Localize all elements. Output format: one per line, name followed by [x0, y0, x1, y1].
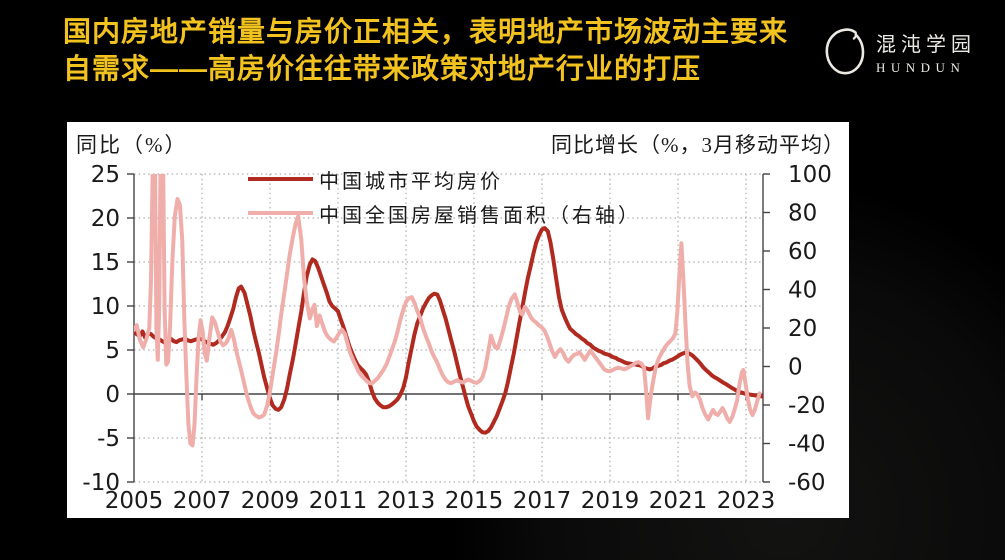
svg-text:5: 5: [105, 338, 120, 364]
svg-text:2019: 2019: [581, 488, 640, 514]
svg-text:20: 20: [788, 316, 817, 342]
legend-label-sales-area: 中国全国房屋销售面积（右轴）: [319, 204, 641, 227]
svg-text:2011: 2011: [309, 488, 368, 514]
slide-title-line2: 自需求——高房价往往带来政策对地产行业的打压: [63, 53, 702, 84]
svg-text:2009: 2009: [241, 488, 300, 514]
svg-text:25: 25: [91, 162, 120, 188]
chart-panel: 同比（%） 同比增长（%，3月移动平均） 25 20 15 10 5 0 -5 -10 100 8…: [67, 122, 849, 518]
svg-text:60: 60: [788, 239, 817, 265]
legend-swatch-house-price: [248, 177, 313, 181]
svg-text:-20: -20: [788, 393, 826, 419]
svg-text:2015: 2015: [445, 488, 504, 514]
right-axis-title: 同比增长（%，3月移动平均）: [551, 133, 845, 157]
svg-text:-5: -5: [97, 426, 120, 452]
line-chart: 2520151050-5-10100806040200-20-40-602005…: [82, 162, 832, 514]
svg-text:2017: 2017: [513, 488, 572, 514]
svg-text:40: 40: [788, 278, 817, 304]
svg-text:15: 15: [91, 250, 120, 276]
svg-text:0: 0: [788, 355, 803, 381]
legend-item-sales-area: 中国全国房屋销售面积（右轴）: [248, 196, 641, 230]
svg-text:-60: -60: [788, 470, 826, 496]
hundun-logo-en: HUNDUN: [876, 60, 966, 75]
hundun-logo: 混沌学园 HUNDUN: [822, 24, 976, 80]
legend-swatch-sales-area: [248, 211, 313, 215]
hundun-circle-icon: [825, 28, 865, 75]
svg-text:2021: 2021: [649, 488, 708, 514]
svg-text:0: 0: [105, 382, 120, 408]
legend-item-house-price: 中国城市平均房价: [248, 162, 641, 196]
legend-label-house-price: 中国城市平均房价: [319, 170, 503, 193]
svg-text:10: 10: [91, 294, 120, 320]
slide-title-line1: 国内房地产销量与房价正相关，表明地产市场波动主要来: [63, 16, 789, 47]
svg-text:80: 80: [788, 201, 817, 227]
svg-text:-10: -10: [82, 470, 120, 496]
svg-text:20: 20: [91, 206, 120, 232]
left-axis-title: 同比（%）: [76, 133, 188, 157]
hundun-logo-cn: 混沌学园: [876, 34, 976, 56]
chart-legend: 中国城市平均房价 中国全国房屋销售面积（右轴）: [248, 162, 641, 230]
svg-text:2005: 2005: [105, 488, 164, 514]
svg-text:2007: 2007: [173, 488, 232, 514]
svg-text:100: 100: [788, 162, 832, 188]
svg-text:-40: -40: [788, 432, 826, 458]
slide-title: 国内房地产销量与房价正相关，表明地产市场波动主要来 自需求——高房价往往带来政策…: [63, 13, 823, 87]
hundun-logo-text: 混沌学园 HUNDUN: [876, 28, 976, 76]
svg-text:2023: 2023: [717, 488, 776, 514]
svg-text:2013: 2013: [377, 488, 436, 514]
